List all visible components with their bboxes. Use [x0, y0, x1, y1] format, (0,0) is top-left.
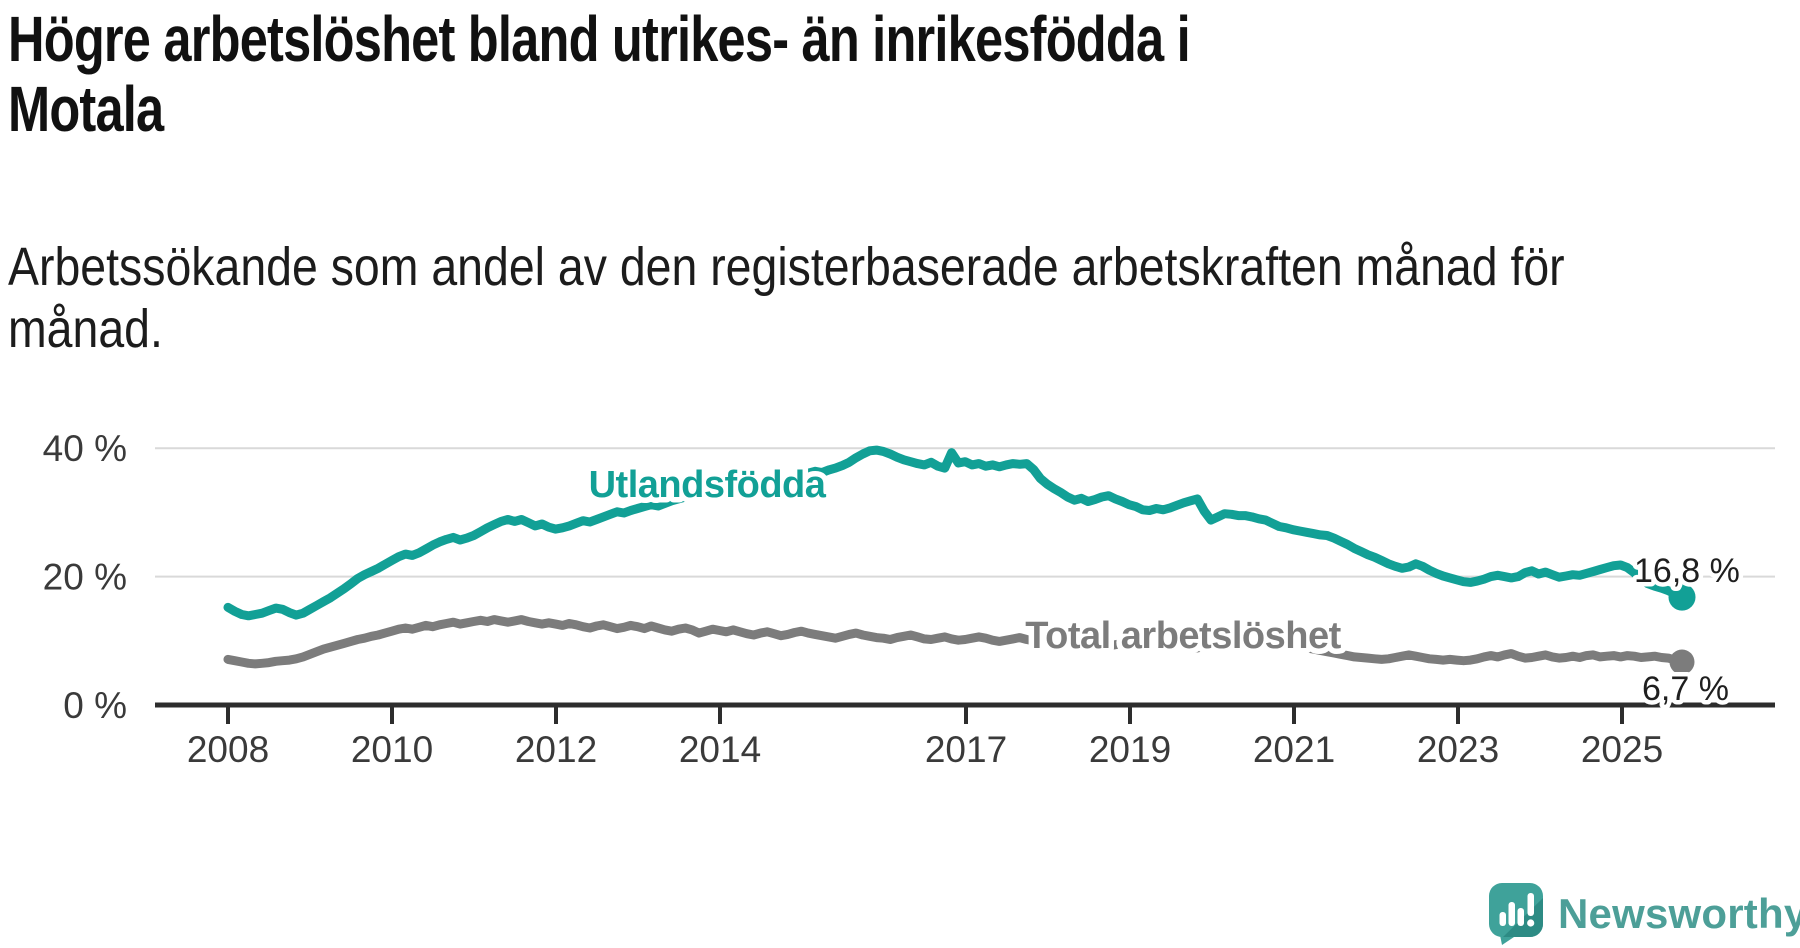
- newsworthy-logo-text: Newsworthy: [1558, 890, 1800, 937]
- y-tick-label: 0 %: [63, 685, 127, 726]
- x-tick-label: 2017: [925, 729, 1007, 770]
- end-value-label: 6,7 %: [1642, 670, 1729, 708]
- series-line-total: [223, 615, 1687, 669]
- series-end-dot: [1668, 583, 1696, 611]
- y-tick-label: 40 %: [43, 428, 127, 469]
- x-tick-label: 2008: [187, 729, 269, 770]
- chart-subtitle-line1: Arbetssökande som andel av den registerb…: [8, 237, 1565, 297]
- chart-title-line1: Högre arbetslöshet bland utrikes- än inr…: [8, 3, 1191, 75]
- chart-subtitle-line2: månad.: [8, 299, 163, 359]
- x-tick-label: 2019: [1089, 729, 1171, 770]
- x-tick-label: 2010: [351, 729, 433, 770]
- chart-title: Högre arbetslöshet bland utrikes- än inr…: [8, 0, 1191, 145]
- series-label: Utlandsfödda: [589, 464, 827, 506]
- y-tick-label: 20 %: [43, 557, 127, 598]
- bar-chart-icon: [1499, 893, 1535, 927]
- series-line-utlandsfodda: [223, 445, 1687, 621]
- chart-subtitle: Arbetssökande som andel av den registerb…: [8, 236, 1565, 360]
- x-tick-label: 2012: [515, 729, 597, 770]
- x-tick-label: 2021: [1253, 729, 1335, 770]
- series-label: Total arbetslöshet: [1025, 615, 1341, 657]
- x-tick-label: 2014: [679, 729, 761, 770]
- chart-header: Högre arbetslöshet bland utrikes- än inr…: [8, 0, 1565, 359]
- series-end-dot: [1669, 649, 1695, 675]
- end-value-label: 16,8 %: [1634, 552, 1740, 590]
- chart-title-line2: Motala: [8, 73, 164, 145]
- x-tick-label: 2025: [1581, 729, 1663, 770]
- x-tick-label: 2023: [1417, 729, 1499, 770]
- newsworthy-logo[interactable]: Newsworthy: [1488, 882, 1800, 946]
- newsworthy-logo-icon: [1489, 883, 1543, 945]
